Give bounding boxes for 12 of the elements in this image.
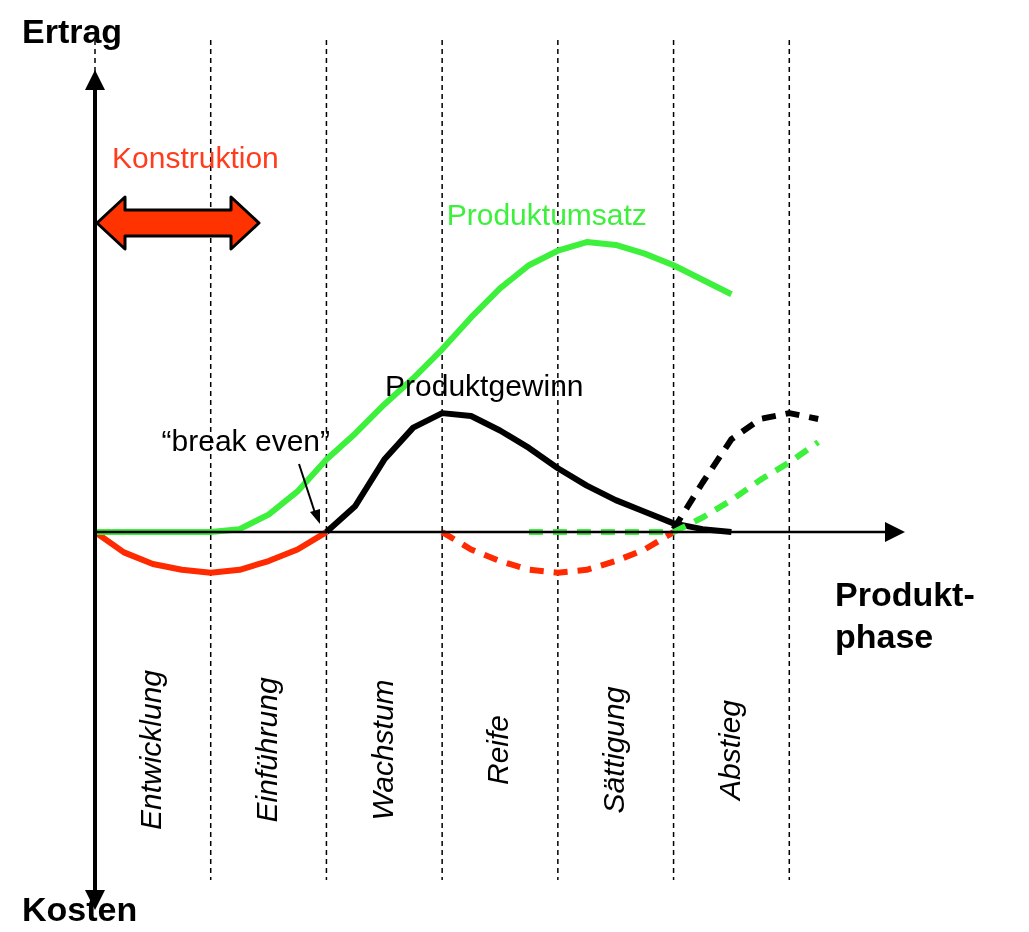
- x-tick-label: Abstieg: [712, 699, 746, 803]
- x-tick-label: Reife: [481, 714, 515, 786]
- x-tick-label: Wachstum: [365, 679, 399, 821]
- x-axis-title: Produkt- phase: [835, 575, 975, 656]
- text: Kosten: [22, 890, 138, 929]
- x-tick-label: Entwicklung: [134, 669, 168, 831]
- x-tick-label: Sättigung: [597, 686, 631, 814]
- annotation: “break even”: [161, 424, 330, 458]
- text: Konstruktion: [112, 141, 279, 175]
- x-tick-label: Einführung: [249, 677, 283, 823]
- series-label: Produktumsatz: [446, 198, 647, 232]
- text: Ertrag: [22, 12, 123, 51]
